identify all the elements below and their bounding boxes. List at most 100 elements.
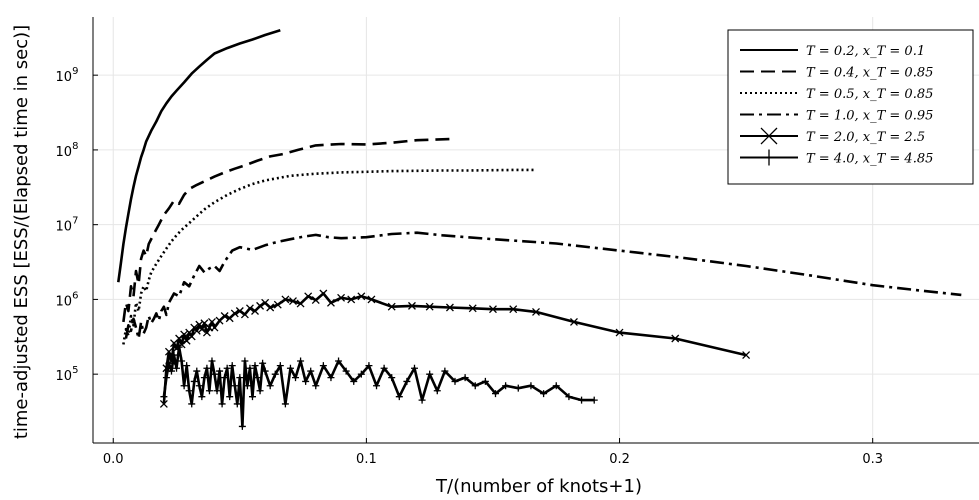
plus-marker bbox=[175, 343, 183, 351]
plus-marker bbox=[578, 396, 586, 404]
plus-marker bbox=[350, 377, 358, 385]
plus-marker bbox=[418, 396, 426, 404]
series-1 bbox=[117, 28, 281, 283]
x-marker bbox=[387, 302, 396, 311]
plus-marker bbox=[365, 362, 373, 370]
x-marker bbox=[220, 312, 229, 320]
plus-marker bbox=[373, 382, 381, 390]
plus-marker bbox=[223, 364, 231, 372]
plus-marker bbox=[198, 393, 206, 401]
x-marker bbox=[202, 328, 211, 337]
plus-marker bbox=[266, 382, 274, 390]
legend-label: T = 4.0, x_T = 4.85 bbox=[806, 152, 933, 167]
plus-marker bbox=[426, 370, 434, 378]
y-tick-label: 108 bbox=[56, 141, 79, 160]
legend-label: T = 0.4, x_T = 0.85 bbox=[806, 66, 933, 81]
x-marker bbox=[615, 328, 624, 337]
y-tick-label: 109 bbox=[56, 66, 79, 85]
plus-marker bbox=[241, 357, 249, 365]
x-marker bbox=[570, 317, 578, 326]
x-marker bbox=[197, 325, 206, 334]
plus-marker bbox=[357, 370, 365, 378]
plus-marker bbox=[259, 359, 267, 367]
y-tick-label: 107 bbox=[56, 216, 79, 235]
plus-marker bbox=[441, 367, 449, 375]
plus-marker bbox=[233, 400, 241, 408]
x-marker bbox=[489, 305, 497, 314]
x-marker bbox=[180, 330, 189, 339]
plus-marker bbox=[552, 382, 560, 390]
x-marker bbox=[210, 323, 219, 332]
plus-marker bbox=[211, 370, 219, 378]
plus-marker bbox=[208, 357, 216, 365]
plus-marker bbox=[180, 382, 188, 390]
plus-marker bbox=[231, 382, 239, 390]
plus-marker bbox=[527, 382, 535, 390]
x-marker bbox=[235, 307, 244, 315]
x-marker bbox=[159, 399, 168, 408]
plus-marker bbox=[514, 384, 522, 392]
plus-marker bbox=[218, 400, 226, 408]
x-marker bbox=[319, 289, 328, 298]
plus-marker bbox=[388, 374, 396, 382]
plus-marker bbox=[173, 364, 181, 372]
plus-marker bbox=[238, 422, 246, 430]
x-marker bbox=[289, 297, 297, 306]
x-tick-label: 0.0 bbox=[103, 452, 124, 467]
x-marker bbox=[367, 295, 376, 304]
x-marker bbox=[266, 303, 275, 312]
plus-marker bbox=[160, 393, 168, 401]
plus-marker bbox=[281, 400, 289, 408]
x-marker bbox=[175, 334, 184, 343]
plus-marker bbox=[213, 387, 221, 395]
plus-marker bbox=[312, 382, 320, 390]
x-marker bbox=[230, 309, 239, 318]
x-marker bbox=[245, 304, 254, 313]
series-3 bbox=[122, 168, 536, 345]
x-marker bbox=[509, 305, 518, 314]
x-marker bbox=[445, 303, 454, 312]
x-marker bbox=[760, 127, 778, 145]
series-lines bbox=[117, 28, 962, 430]
plus-marker bbox=[471, 382, 479, 390]
y-axis-ticks: 105 106 107 108 109 bbox=[56, 66, 98, 384]
x-marker bbox=[357, 292, 366, 301]
plus-marker bbox=[327, 374, 335, 382]
legend-label: T = 0.2, x_T = 0.1 bbox=[806, 44, 925, 59]
y-tick-label: 105 bbox=[56, 365, 79, 384]
plus-marker bbox=[319, 362, 327, 370]
plus-marker bbox=[451, 377, 459, 385]
plus-marker bbox=[195, 382, 203, 390]
x-marker bbox=[195, 320, 204, 329]
legend: T = 0.2, x_T = 0.1 T = 0.4, x_T = 0.85 T =… bbox=[727, 29, 974, 185]
plus-marker bbox=[178, 357, 186, 365]
plus-marker bbox=[243, 382, 251, 390]
plus-marker bbox=[286, 364, 294, 372]
plus-marker bbox=[251, 362, 259, 370]
plus-marker bbox=[165, 359, 173, 367]
x-tick-label: 0.2 bbox=[609, 452, 630, 467]
plus-marker bbox=[246, 364, 254, 372]
series-4 bbox=[124, 231, 962, 340]
x-marker bbox=[326, 298, 335, 307]
plus-marker bbox=[380, 364, 388, 372]
plus-marker bbox=[403, 377, 411, 385]
series-line bbox=[117, 28, 281, 283]
legend-label: T = 2.0, x_T = 2.5 bbox=[806, 130, 925, 145]
plus-marker bbox=[256, 387, 264, 395]
plus-marker bbox=[502, 382, 510, 390]
series-line bbox=[124, 231, 962, 340]
x-marker bbox=[532, 307, 540, 316]
plus-marker bbox=[271, 370, 279, 378]
x-marker bbox=[164, 347, 173, 356]
plus-marker bbox=[433, 387, 441, 395]
plus-marker bbox=[248, 393, 256, 401]
x-marker bbox=[281, 295, 290, 304]
legend-entry: T = 0.2, x_T = 0.1 bbox=[740, 44, 925, 59]
x-marker bbox=[337, 293, 346, 302]
x-tick-label: 0.1 bbox=[356, 452, 377, 467]
y-tick-label: 106 bbox=[56, 290, 79, 309]
plus-marker bbox=[761, 149, 777, 166]
plus-marker bbox=[461, 374, 469, 382]
series-line bbox=[162, 292, 747, 404]
